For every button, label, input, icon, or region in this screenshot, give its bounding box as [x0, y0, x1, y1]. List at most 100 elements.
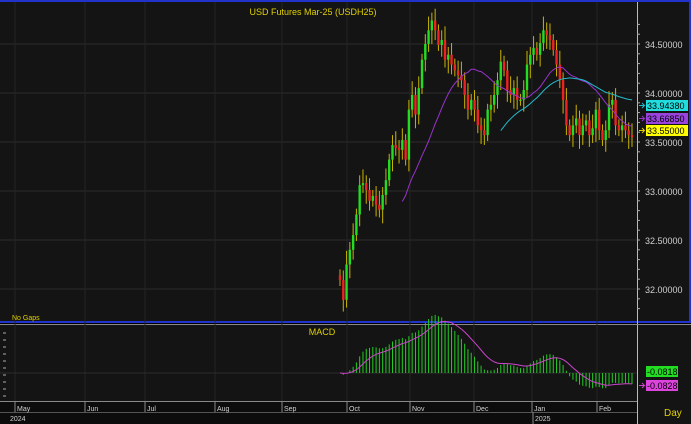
time-ticks: May Jun Jul Aug Sep Oct Nov Dec Jan Feb 2024 2025	[3, 332, 611, 424]
candle-down	[627, 130, 630, 136]
price-panel[interactable]	[0, 2, 637, 321]
last-value-price: 33.55000	[639, 125, 688, 136]
candle-down	[555, 49, 558, 65]
month-label: Jun	[87, 406, 98, 413]
candle-down	[630, 135, 634, 138]
candle-up	[489, 104, 493, 110]
candle-up	[620, 125, 624, 131]
price-axis[interactable]	[637, 2, 689, 321]
macd-panel[interactable]	[0, 325, 637, 401]
candle-up	[351, 235, 355, 250]
candle-up	[584, 120, 588, 126]
arrow-right-icon	[639, 127, 646, 134]
candle-up	[388, 159, 391, 181]
last-value-macd-hist: -0.0818	[646, 366, 678, 377]
price-value-box	[646, 125, 688, 136]
last-value-ma-fast: 33.66850	[639, 113, 688, 124]
candle-down	[476, 109, 479, 126]
candle-down	[568, 125, 571, 136]
candle-up	[512, 88, 516, 95]
last-value-macd-signal: -0.0828	[639, 380, 678, 391]
candle-up	[384, 180, 388, 195]
candle-up	[371, 195, 375, 201]
candle-down	[368, 190, 371, 201]
month-label: May	[17, 406, 31, 413]
macd-title: MACD	[309, 327, 336, 337]
candle-up	[440, 40, 443, 45]
candle-down	[588, 120, 591, 136]
ma-slow-value: 33.94380	[647, 101, 685, 111]
candle-up	[470, 99, 473, 110]
candle-down	[397, 147, 401, 150]
candle-up	[604, 130, 607, 141]
month-label: Jul	[147, 406, 156, 413]
candle-up	[424, 44, 427, 60]
candle-down	[414, 94, 417, 115]
candle-down	[617, 125, 621, 131]
candle-up	[594, 109, 598, 129]
month-label: Dec	[476, 406, 489, 413]
candle-down	[460, 75, 463, 81]
month-label: Sep	[284, 406, 297, 413]
macd-signal-line	[339, 320, 633, 386]
candle-down	[545, 30, 548, 36]
arrow-right-icon	[639, 382, 646, 389]
candle-up	[532, 47, 535, 55]
period-label[interactable]: Day	[664, 408, 682, 419]
arrow-right-icon	[639, 102, 646, 109]
candle-up	[538, 43, 542, 55]
candle-down	[506, 70, 509, 91]
macd-hist-value: -0.0818	[647, 367, 678, 377]
candle-up	[427, 30, 430, 44]
candle-up	[496, 80, 499, 95]
candle-up	[525, 64, 529, 91]
no-gaps-label: No Gaps	[12, 315, 40, 322]
month-label: Oct	[349, 406, 360, 413]
candle-down	[466, 94, 470, 110]
ma-fast-value: 33.66850	[647, 114, 685, 124]
chart-title: USD Futures Mar-25 (USDH25)	[249, 7, 376, 17]
candle-down	[338, 275, 342, 281]
candle-up	[611, 99, 614, 105]
month-label: Feb	[599, 406, 611, 413]
candle-down	[456, 70, 460, 76]
price-tick-label: 33.00000	[645, 187, 683, 197]
candle-up	[493, 94, 496, 105]
candle-down	[479, 125, 483, 131]
candle-up	[571, 125, 575, 136]
candle-down	[374, 195, 378, 205]
candle-down	[394, 144, 397, 148]
candle-down	[578, 118, 581, 136]
candle-down	[552, 40, 555, 50]
gridlines	[0, 2, 637, 401]
candle-down	[450, 54, 453, 65]
candle-down	[614, 99, 617, 126]
ma-fast-line	[401, 66, 633, 202]
candle-down	[601, 130, 604, 141]
candle-down	[535, 47, 539, 55]
candle-up	[607, 104, 611, 131]
candle-down	[597, 109, 601, 131]
candle-up	[522, 90, 525, 100]
candle-down	[483, 130, 486, 136]
candle-up	[499, 61, 502, 81]
month-label: Aug	[217, 406, 230, 413]
price-ticks: 34.50000 34.00000 33.50000 33.00000 32.50000…	[637, 23, 683, 310]
moving-averages	[401, 66, 633, 202]
candle-up	[542, 30, 545, 44]
candle-down	[433, 20, 437, 31]
ma-slow-line	[500, 77, 633, 131]
candle-up	[391, 144, 394, 160]
candle-up	[420, 59, 424, 89]
candle-down	[443, 40, 447, 60]
candle-down	[473, 99, 476, 110]
candle-down	[378, 204, 381, 210]
macd-hist-value-box	[646, 366, 678, 377]
candle-down	[624, 125, 627, 131]
candle-up	[358, 185, 361, 215]
price-tick-label: 33.50000	[645, 138, 683, 148]
arrow-right-icon	[639, 115, 646, 122]
candle-up	[361, 183, 365, 186]
candle-down	[515, 88, 519, 100]
